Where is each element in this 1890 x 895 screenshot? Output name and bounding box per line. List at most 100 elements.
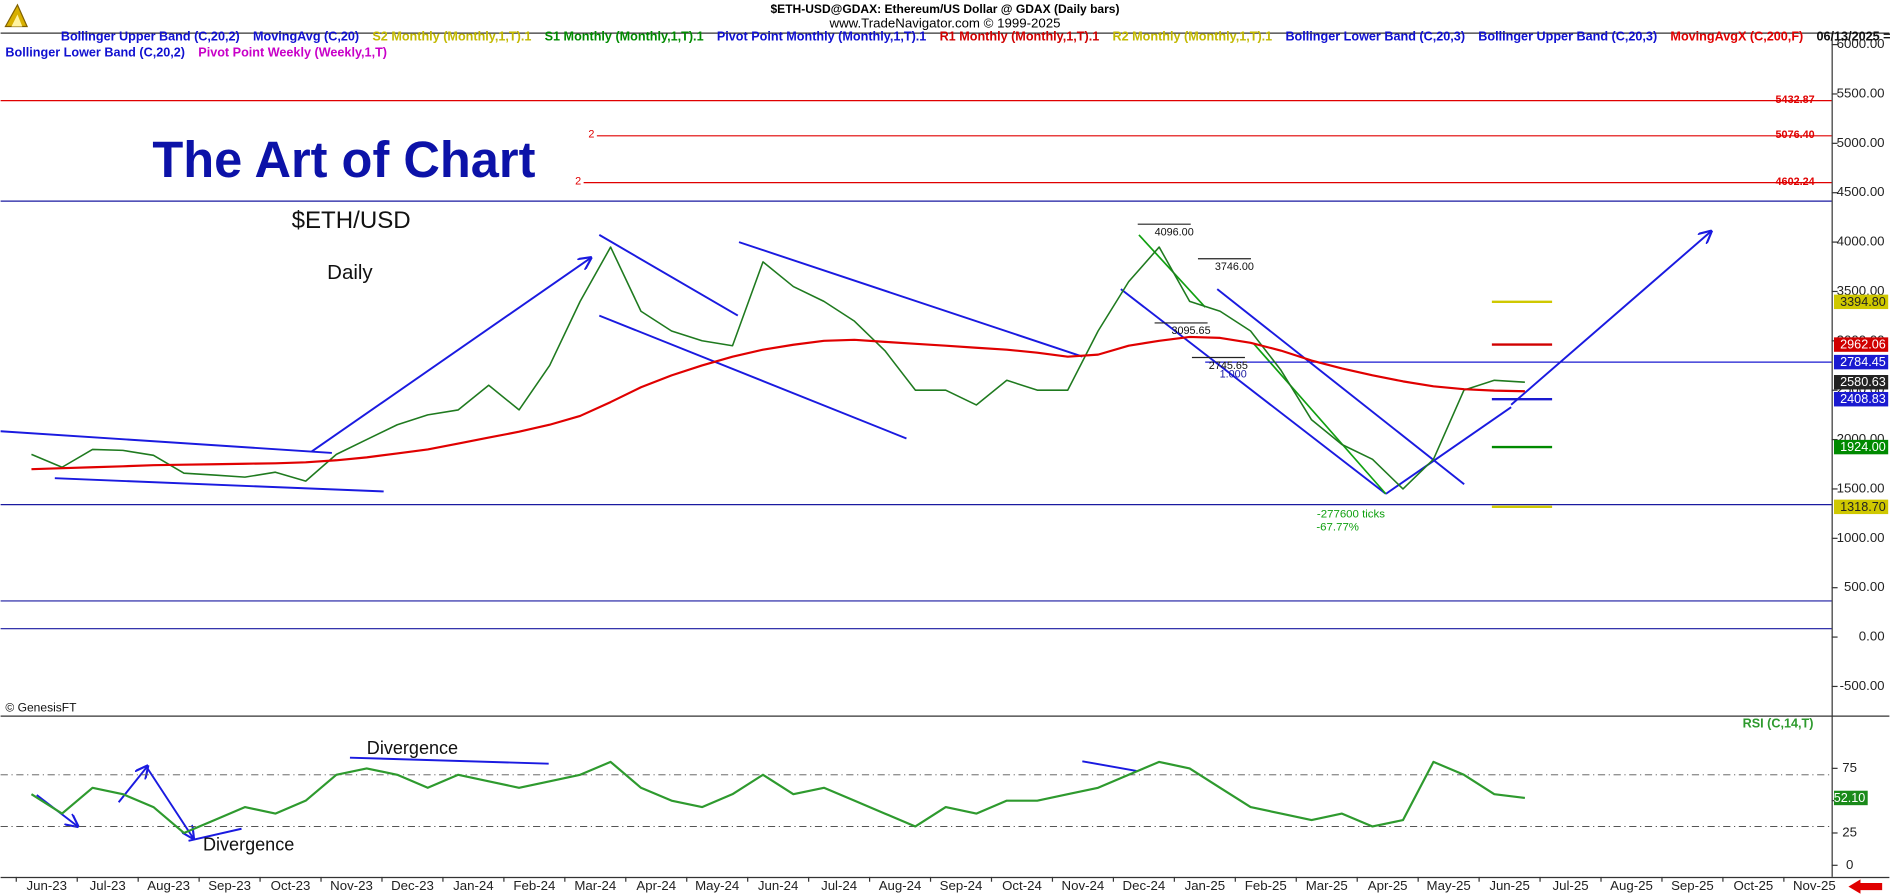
point-label: 3746.00 [1215, 261, 1254, 273]
x-tick-label: May-25 [1427, 878, 1471, 893]
x-tick-label: Feb-25 [1245, 878, 1287, 893]
level-label: 5432.87 [1776, 94, 1815, 106]
legend-entry: MovingAvg (C,20) [253, 30, 359, 44]
level-label: 4602.24 [1776, 176, 1815, 188]
trend-line [54, 477, 384, 493]
copyright: © GenesisFT [5, 700, 77, 714]
y-tick-label: 3500.00 [1837, 283, 1885, 298]
y-tick-label: -500.00 [1840, 678, 1885, 693]
legend-entry: S1 Monthly (Monthly,1,T).1 [545, 30, 704, 44]
pivot-label: 1318.70 [1840, 500, 1886, 514]
annotation: -277600 ticks [1317, 508, 1385, 520]
trend-line [598, 314, 907, 440]
series-line [31, 335, 1525, 471]
x-tick-label: Sep-24 [940, 878, 983, 893]
trend-line [738, 241, 1083, 358]
x-tick-label: Dec-23 [391, 878, 434, 893]
period-label: Daily [327, 261, 373, 284]
chart-subtitle: $ETH/USD [292, 207, 411, 234]
series-line [31, 246, 1525, 490]
point-label: 2745.65 [1209, 360, 1248, 372]
x-tick-label: Apr-24 [636, 878, 676, 893]
y-tick-label: 1500.00 [1837, 480, 1885, 495]
x-tick-label: Apr-25 [1368, 878, 1408, 893]
legend-entry: S2 Monthly (Monthly,1,T).1 [372, 30, 531, 44]
x-tick-label: Jun-25 [1489, 878, 1530, 893]
y-tick-label: 0.00 [1859, 629, 1885, 644]
pivot-box [1833, 375, 1889, 390]
x-tick-label: Aug-24 [879, 878, 922, 893]
y-tick-label: 5000.00 [1837, 135, 1885, 150]
x-tick-label: Oct-25 [1734, 878, 1774, 893]
x-tick-label: Oct-23 [271, 878, 311, 893]
y-tick-label: 4000.00 [1837, 234, 1885, 249]
trend-line [1510, 231, 1711, 406]
pivot-box [1833, 354, 1889, 370]
legend-entry: 06/13/2025 = 2580.63 (-62.14) [1817, 30, 1890, 44]
y-tick-label: 25 [1842, 824, 1857, 839]
y-tick-label: 4500.00 [1837, 184, 1885, 199]
trend-line [349, 756, 549, 765]
pivot-box [1833, 499, 1889, 515]
y-tick-label: 0 [1846, 857, 1853, 872]
x-tick-label: Mar-25 [1306, 878, 1348, 893]
level-label: 5076.40 [1776, 129, 1815, 141]
trend-line [1216, 288, 1465, 485]
x-tick-label: Dec-24 [1123, 878, 1166, 893]
y-tick-label: 6000.00 [1837, 36, 1885, 51]
y-tick-label: 75 [1842, 760, 1857, 775]
header-source: www.TradeNavigator.com © 1999-2025 [829, 16, 1061, 31]
legend-entry: MovingAvgX (C,200,F) [1670, 30, 1803, 44]
pivot-box [1833, 439, 1889, 455]
legend-entry: Bollinger Lower Band (C,20,3) [1285, 30, 1465, 44]
pivot-box [1833, 391, 1889, 407]
pivot-label: 2962.06 [1840, 338, 1886, 352]
x-tick-label: Jul-25 [1552, 878, 1588, 893]
trend-line [188, 827, 242, 842]
series-line [30, 760, 1526, 835]
y-tick-label: 500.00 [1844, 579, 1885, 594]
pivot-label: 2408.83 [1840, 392, 1886, 406]
scroll-arrow[interactable] [1848, 879, 1883, 894]
legend-entry: Bollinger Upper Band (C,20,3) [1478, 30, 1657, 44]
annotation: -67.77% [1316, 522, 1359, 534]
trend-line [310, 258, 590, 453]
trend-line [1082, 760, 1137, 772]
point-label: 4096.00 [1155, 226, 1194, 238]
x-tick-label: Jul-24 [821, 878, 857, 893]
legend: Bollinger Upper Band (C,20,2) MovingAvg (… [5, 30, 1890, 60]
legend-entry: Bollinger Lower Band (C,20,2) [5, 45, 185, 59]
frame [0, 32, 1890, 879]
legend-entry: Pivot Point Weekly (Weekly,1,T) [198, 45, 387, 59]
pivot-box [1833, 337, 1889, 352]
trend-line [1385, 406, 1512, 495]
x-tick-label: Feb-24 [513, 878, 555, 893]
trend-lines [0, 231, 1711, 842]
y-tick-label: 1000.00 [1837, 530, 1885, 545]
legend-entry: R2 Monthly (Monthly,1,T).1 [1113, 30, 1273, 44]
pivot-label: 3394.80 [1840, 295, 1886, 309]
x-tick-label: Aug-23 [147, 878, 190, 893]
chart-title: The Art of Chart [152, 131, 535, 188]
last-value-label: 52.10 [1834, 791, 1866, 805]
x-tick-label: Jan-24 [453, 878, 494, 893]
x-tick-label: Sep-23 [208, 878, 251, 893]
x-tick-label: Aug-25 [1610, 878, 1653, 893]
x-tick-label: Jun-23 [26, 878, 67, 893]
level-marker: 2 [588, 128, 594, 140]
level-marker: 2 [575, 175, 581, 187]
annotation: 1.000 [1220, 368, 1247, 380]
logo [4, 3, 29, 28]
last-value-box [1833, 790, 1868, 806]
x-tick-label: Jun-24 [758, 878, 799, 893]
x-tick-label: Mar-24 [574, 878, 616, 893]
trend-line [146, 767, 194, 839]
x-tick-label: Oct-24 [1002, 878, 1042, 893]
pivot-label: 1924.00 [1840, 440, 1886, 454]
y-tick-label: 5500.00 [1837, 85, 1885, 100]
x-tick-label: Nov-23 [330, 878, 373, 893]
point-label: 3095.65 [1171, 325, 1210, 337]
annotation: Divergence [367, 738, 458, 758]
